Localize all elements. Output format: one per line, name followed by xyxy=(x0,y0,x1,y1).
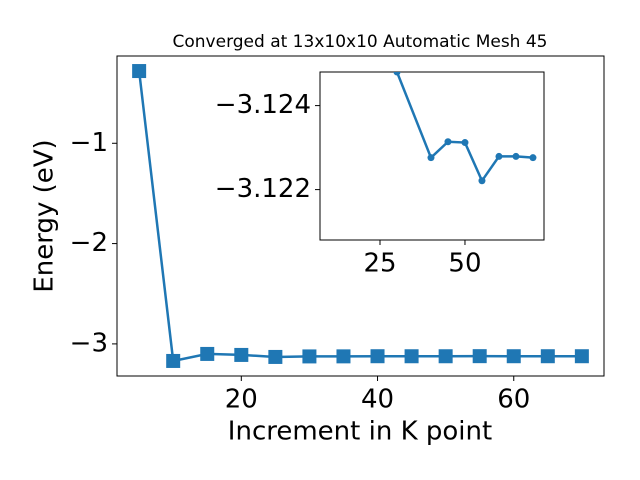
marker xyxy=(132,64,147,79)
series-group xyxy=(132,64,589,368)
chart-title: Converged at 13x10x10 Automatic Mesh 45 xyxy=(173,32,548,52)
x-tick-label: 60 xyxy=(497,385,530,415)
marker xyxy=(200,346,215,361)
marker xyxy=(336,349,351,364)
marker xyxy=(370,349,385,364)
y-tick-label: −1 xyxy=(70,128,108,158)
marker xyxy=(574,349,589,364)
y-tick-label: −3 xyxy=(70,328,108,358)
marker xyxy=(495,152,503,160)
x-tick-label: 20 xyxy=(225,385,258,415)
marker xyxy=(404,349,419,364)
y-axis-label: Energy (eV) xyxy=(30,139,60,292)
x-tick-label: 40 xyxy=(361,385,394,415)
x-tick-label: 50 xyxy=(448,249,481,279)
marker xyxy=(234,347,249,362)
marker xyxy=(444,138,452,146)
x-axis-label: Increment in K point xyxy=(228,417,492,447)
marker xyxy=(393,72,401,76)
marker xyxy=(540,349,555,364)
marker xyxy=(166,353,181,368)
marker xyxy=(512,152,520,160)
marker xyxy=(529,154,537,162)
y-tick-label: −2 xyxy=(70,228,108,258)
marker xyxy=(506,349,521,364)
marker xyxy=(302,349,317,364)
y-tick-label: −3.122 xyxy=(215,174,311,204)
marker xyxy=(427,154,435,162)
series-group xyxy=(393,72,537,185)
y-tick-label: −3.124 xyxy=(215,90,311,120)
marker xyxy=(461,139,469,147)
marker xyxy=(478,177,486,185)
marker xyxy=(472,349,487,364)
marker xyxy=(438,349,453,364)
marker xyxy=(268,349,283,364)
x-tick-label: 25 xyxy=(363,249,396,279)
